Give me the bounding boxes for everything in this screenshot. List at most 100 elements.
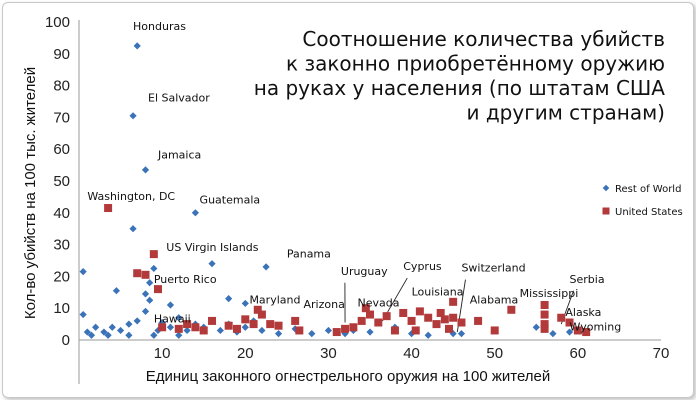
data-point-united-states — [432, 320, 441, 329]
data-point-rest-of-world — [407, 330, 416, 338]
data-point-united-states — [407, 316, 416, 325]
y-tick-label: 50 — [53, 173, 70, 190]
data-point-united-states — [224, 321, 233, 330]
data-point-rest-of-world — [457, 330, 466, 338]
annotation-label: Switzerland — [461, 262, 525, 275]
data-point-united-states — [253, 305, 262, 314]
data-point-united-states — [457, 318, 466, 327]
x-tick-label: 70 — [653, 345, 670, 362]
data-point-united-states — [357, 316, 366, 325]
y-tick-label: 10 — [53, 300, 70, 317]
data-point-united-states — [208, 316, 217, 325]
annotation-label: Washington, DC — [87, 190, 175, 203]
data-point-rest-of-world — [549, 330, 557, 338]
annotation-label: Maryland — [249, 293, 300, 306]
annotation-label: Puerto Rico — [154, 273, 217, 286]
annotation-label: Panama — [287, 247, 331, 260]
x-tick-label: 60 — [570, 345, 587, 362]
data-point-rest-of-world — [92, 323, 100, 331]
data-point-rest-of-world — [150, 264, 158, 273]
data-point-rest-of-world — [175, 331, 183, 339]
chart-title-line: на руках у населения (по штатам США — [254, 76, 666, 100]
data-point-united-states — [382, 312, 391, 321]
data-point-rest-of-world — [274, 330, 283, 338]
data-point-united-states — [540, 324, 549, 333]
x-tick-label: 10 — [154, 345, 171, 362]
data-point-rest-of-world — [258, 326, 266, 335]
data-point-united-states — [374, 318, 383, 327]
legend-item-united-states: United States — [602, 207, 683, 218]
y-tick-label: 80 — [53, 78, 70, 95]
data-point-rest-of-world — [129, 112, 137, 120]
data-point-rest-of-world — [225, 295, 233, 303]
data-point-united-states — [540, 320, 549, 329]
data-point-united-states — [266, 320, 275, 329]
x-tick-label: 30 — [320, 345, 337, 362]
data-point-rest-of-world — [565, 328, 574, 336]
data-point-rest-of-world — [183, 326, 191, 335]
data-point-rest-of-world — [79, 310, 87, 319]
data-point-rest-of-world — [166, 323, 175, 331]
data-point-united-states — [582, 328, 591, 337]
y-tick-label: 100 — [45, 14, 70, 31]
annotation-label: Arizona — [303, 298, 344, 311]
y-tick-label: 0 — [62, 332, 70, 349]
y-tick-label: 30 — [53, 237, 70, 254]
data-point-united-states — [153, 285, 162, 294]
y-tick-label: 40 — [53, 205, 70, 222]
data-point-united-states — [573, 326, 582, 335]
data-point-rest-of-world — [424, 331, 432, 339]
data-point-united-states — [199, 326, 208, 335]
data-point-united-states — [249, 320, 258, 329]
data-point-united-states — [411, 326, 420, 335]
data-point-united-states — [540, 310, 549, 319]
chart-title-line: к законно приобретённому оружию — [286, 52, 665, 76]
data-point-rest-of-world — [154, 326, 162, 335]
data-point-united-states — [399, 308, 408, 317]
x-tick-label: 40 — [403, 345, 420, 362]
annotation-label: Alaska — [565, 306, 601, 319]
data-point-united-states — [390, 326, 399, 335]
data-point-united-states — [557, 313, 566, 322]
data-point-rest-of-world — [308, 330, 316, 338]
data-point-rest-of-world — [241, 323, 249, 331]
y-tick-label: 70 — [53, 109, 70, 126]
data-point-rest-of-world — [146, 279, 154, 287]
data-point-united-states — [133, 269, 142, 278]
data-point-united-states — [540, 301, 549, 310]
data-point-rest-of-world — [141, 290, 150, 298]
data-point-rest-of-world — [532, 323, 540, 331]
data-point-rest-of-world — [241, 299, 249, 308]
y-axis-ticks: 0 10 20 30 40 50 60 70 80 90 100 — [45, 14, 70, 349]
legend-marker-rest-of-world — [602, 184, 610, 192]
annotation-label: Uruguay — [341, 265, 388, 278]
data-point-rest-of-world — [324, 326, 333, 335]
annotation-label: Louisiana — [412, 285, 464, 298]
chart-title: Соотношение количества убийств к законно … — [254, 27, 666, 125]
data-point-rest-of-world — [125, 320, 133, 328]
data-point-rest-of-world — [83, 328, 91, 336]
data-point-united-states — [474, 316, 483, 325]
annotation-label: Serbia — [570, 273, 605, 286]
y-axis-title: Кол-во убийств на 100 тыс. жителей — [22, 67, 39, 319]
chart-title-line: и другим странам) — [467, 101, 666, 125]
data-point-rest-of-world — [449, 330, 457, 338]
data-point-united-states — [232, 324, 241, 333]
data-point-united-states — [436, 308, 445, 317]
data-point-rest-of-world — [341, 330, 349, 338]
x-axis-ticks: 10 20 30 40 50 60 70 — [154, 345, 670, 362]
data-point-rest-of-world — [116, 326, 125, 335]
y-tick-label: 90 — [53, 46, 70, 63]
data-point-rest-of-world — [125, 331, 133, 339]
legend: Rest of World United States — [602, 184, 683, 218]
data-point-united-states — [366, 310, 374, 319]
data-point-rest-of-world — [141, 166, 150, 174]
data-point-united-states — [191, 323, 200, 332]
x-axis-title: Единиц законного огнестрельного оружия н… — [146, 368, 551, 385]
data-point-united-states — [449, 297, 458, 306]
data-point-united-states — [361, 304, 370, 313]
annotation-label: Wyoming — [570, 320, 622, 333]
data-point-rest-of-world — [146, 296, 154, 304]
data-point-united-states — [241, 315, 250, 324]
